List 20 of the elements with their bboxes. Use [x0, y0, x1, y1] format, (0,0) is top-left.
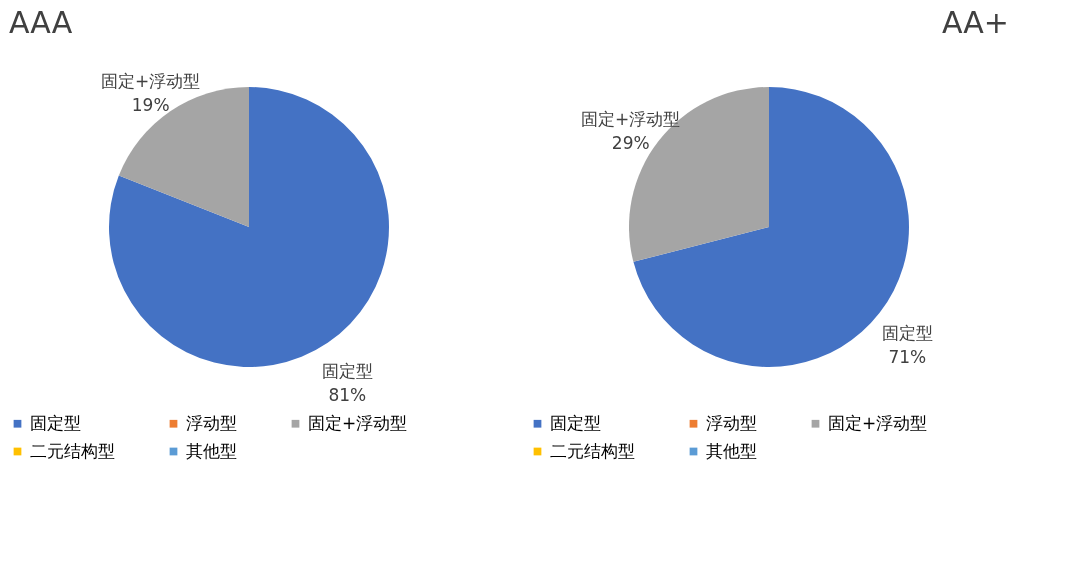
chart-title: AA+ — [941, 5, 1009, 40]
chart-title: AAA — [9, 5, 73, 40]
legend-label: 浮动型 — [706, 412, 757, 433]
slice-label: 固定型 — [321, 360, 373, 381]
legend-label: 固定型 — [30, 412, 81, 433]
slice-label: 固定型 — [881, 323, 933, 344]
legend-label: 固定+浮动型 — [828, 412, 928, 433]
slice-label: 固定+浮动型 — [581, 108, 681, 129]
data-label: 19% — [131, 95, 170, 116]
data-label: 29% — [611, 132, 650, 153]
data-label: 71% — [888, 347, 927, 368]
slice-label: 固定+浮动型 — [101, 71, 201, 92]
legend-label: 固定+浮动型 — [308, 412, 408, 433]
legend-label: 固定型 — [550, 412, 601, 433]
legend-label: 其他型 — [186, 440, 237, 461]
legend-label: 其他型 — [706, 440, 757, 461]
legend-label: 二元结构型 — [30, 440, 115, 461]
legend-label: 浮动型 — [186, 412, 237, 433]
legend-label: 二元结构型 — [550, 440, 635, 461]
data-label: 81% — [328, 384, 367, 405]
